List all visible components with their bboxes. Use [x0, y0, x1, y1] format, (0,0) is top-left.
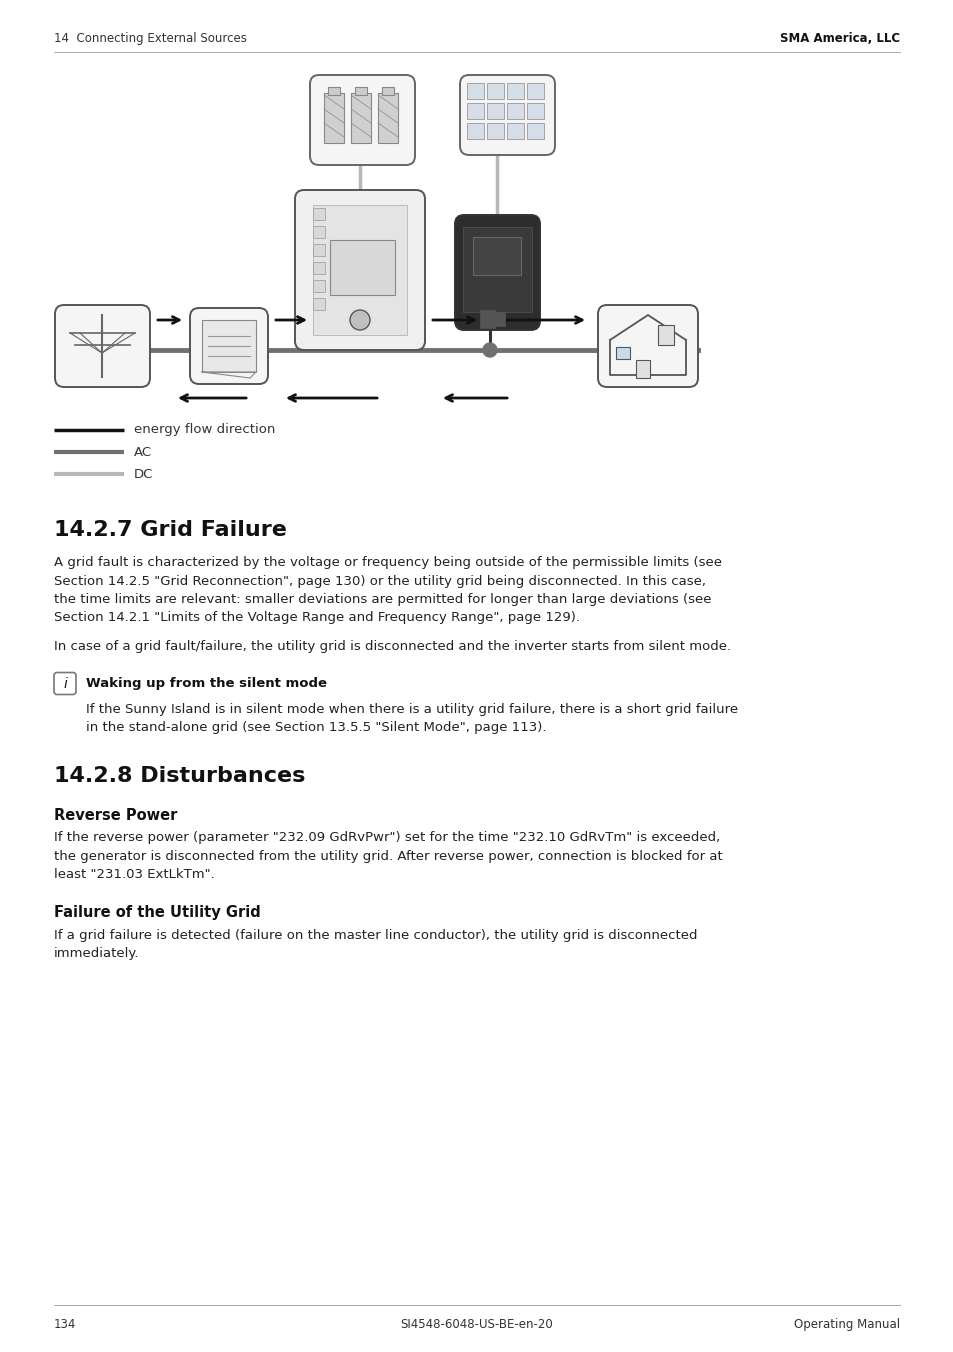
Bar [462, 227, 532, 312]
FancyBboxPatch shape [55, 306, 150, 387]
Bar [313, 297, 325, 310]
Bar [351, 93, 371, 143]
FancyBboxPatch shape [598, 306, 698, 387]
FancyBboxPatch shape [54, 672, 76, 695]
Text: the time limits are relevant: smaller deviations are permitted for longer than l: the time limits are relevant: smaller de… [54, 594, 711, 606]
Bar [467, 103, 483, 119]
Bar [467, 123, 483, 139]
Text: AC: AC [133, 446, 152, 458]
Text: A grid fault is characterized by the voltage or frequency being outside of the p: A grid fault is characterized by the vol… [54, 556, 721, 569]
Text: i: i [63, 676, 67, 691]
Bar [473, 237, 520, 274]
Text: If a grid failure is detected (failure on the master line conductor), the utilit: If a grid failure is detected (failure o… [54, 929, 697, 942]
Text: Section 14.2.5 "Grid Reconnection", page 130) or the utility grid being disconne: Section 14.2.5 "Grid Reconnection", page… [54, 575, 705, 588]
Bar [526, 82, 543, 99]
Bar [313, 243, 325, 256]
Bar [486, 123, 503, 139]
FancyBboxPatch shape [190, 308, 268, 384]
Text: SI4548-6048-US-BE-en-20: SI4548-6048-US-BE-en-20 [400, 1318, 553, 1330]
Bar [495, 312, 504, 326]
Circle shape [482, 343, 497, 357]
Bar [479, 310, 495, 329]
Bar [381, 87, 394, 95]
Bar [328, 87, 339, 95]
Bar [526, 123, 543, 139]
Bar [506, 82, 523, 99]
Text: least "231.03 ExtLkTm".: least "231.03 ExtLkTm". [54, 868, 214, 882]
Bar [506, 103, 523, 119]
Circle shape [350, 310, 370, 330]
Bar [377, 93, 397, 143]
Bar [526, 103, 543, 119]
Bar [355, 87, 367, 95]
Text: In case of a grid fault/failure, the utility grid is disconnected and the invert: In case of a grid fault/failure, the uti… [54, 639, 730, 653]
Text: 14  Connecting External Sources: 14 Connecting External Sources [54, 32, 247, 45]
Bar [467, 82, 483, 99]
Text: Section 14.2.1 "Limits of the Voltage Range and Frequency Range", page 129).: Section 14.2.1 "Limits of the Voltage Ra… [54, 611, 579, 625]
Text: 14.2.7 Grid Failure: 14.2.7 Grid Failure [54, 521, 287, 539]
Bar [486, 82, 503, 99]
Text: 134: 134 [54, 1318, 76, 1330]
FancyBboxPatch shape [455, 215, 539, 330]
Bar [330, 241, 395, 295]
Bar [636, 360, 649, 379]
Text: Waking up from the silent mode: Waking up from the silent mode [86, 676, 327, 690]
Bar [486, 103, 503, 119]
Text: DC: DC [133, 468, 153, 480]
Text: immediately.: immediately. [54, 948, 139, 960]
Text: 14.2.8 Disturbances: 14.2.8 Disturbances [54, 765, 305, 786]
Bar [313, 262, 325, 274]
FancyBboxPatch shape [310, 74, 415, 165]
Bar [313, 206, 407, 335]
Bar [658, 324, 673, 345]
Text: Reverse Power: Reverse Power [54, 807, 177, 822]
Bar [324, 93, 344, 143]
Bar [313, 208, 325, 220]
Text: SMA America, LLC: SMA America, LLC [779, 32, 899, 45]
Text: in the stand-alone grid (see Section 13.5.5 "Silent Mode", page 113).: in the stand-alone grid (see Section 13.… [86, 721, 546, 734]
Text: the generator is disconnected from the utility grid. After reverse power, connec: the generator is disconnected from the u… [54, 850, 722, 863]
FancyBboxPatch shape [294, 191, 424, 350]
FancyBboxPatch shape [459, 74, 555, 155]
Bar [313, 280, 325, 292]
Bar [313, 226, 325, 238]
Text: Failure of the Utility Grid: Failure of the Utility Grid [54, 904, 260, 919]
Text: If the reverse power (parameter "232.09 GdRvPwr") set for the time "232.10 GdRvT: If the reverse power (parameter "232.09 … [54, 831, 720, 845]
Bar [202, 320, 255, 372]
Text: energy flow direction: energy flow direction [133, 423, 275, 437]
Bar [506, 123, 523, 139]
Bar [616, 347, 629, 360]
Text: If the Sunny Island is in silent mode when there is a utility grid failure, ther: If the Sunny Island is in silent mode wh… [86, 703, 738, 715]
Text: Operating Manual: Operating Manual [793, 1318, 899, 1330]
